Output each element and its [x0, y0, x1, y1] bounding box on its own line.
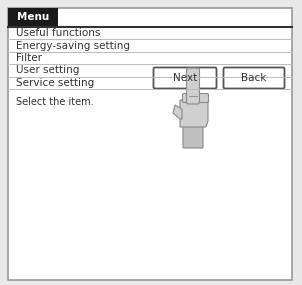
Text: Useful functions: Useful functions: [16, 28, 100, 38]
FancyBboxPatch shape: [187, 68, 200, 104]
Text: Service setting: Service setting: [16, 78, 94, 88]
Text: Energy-saving setting: Energy-saving setting: [16, 40, 130, 51]
Text: Select the item.: Select the item.: [16, 97, 94, 107]
FancyBboxPatch shape: [182, 93, 192, 103]
FancyBboxPatch shape: [191, 93, 201, 103]
Polygon shape: [180, 100, 208, 127]
Text: Next: Next: [173, 73, 197, 83]
Text: User setting: User setting: [16, 65, 79, 76]
FancyBboxPatch shape: [223, 68, 284, 89]
FancyBboxPatch shape: [153, 68, 217, 89]
Text: Back: Back: [241, 73, 267, 83]
Text: Filter: Filter: [16, 53, 42, 63]
FancyBboxPatch shape: [198, 93, 208, 103]
FancyBboxPatch shape: [183, 126, 203, 148]
Text: Menu: Menu: [17, 12, 49, 22]
Bar: [8, 8, 58, 26]
Polygon shape: [173, 105, 182, 119]
